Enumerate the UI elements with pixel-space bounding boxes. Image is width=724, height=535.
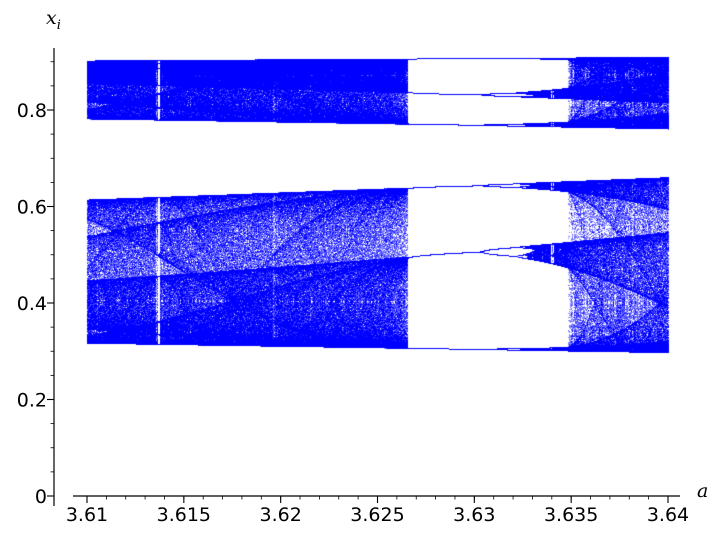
y-tick-label: 0.6 [17, 197, 47, 219]
x-tick-label: 3.61 [66, 504, 108, 526]
x-tick-label: 3.625 [350, 504, 404, 526]
x-tick-label: 3.64 [647, 504, 689, 526]
y-tick-label: 0.8 [17, 100, 47, 122]
x-axis-label: a [697, 480, 708, 502]
y-axis-label: xi [46, 7, 61, 33]
y-tick-label: 0 [35, 486, 47, 508]
x-tick-label: 3.62 [260, 504, 302, 526]
x-tick-label: 3.63 [453, 504, 495, 526]
x-tick-label: 3.635 [544, 504, 598, 526]
y-tick-label: 0.4 [17, 293, 47, 315]
y-axis-label-subscript: i [57, 18, 61, 33]
x-tick-label: 3.615 [157, 504, 211, 526]
y-tick-label: 0.2 [17, 390, 47, 412]
